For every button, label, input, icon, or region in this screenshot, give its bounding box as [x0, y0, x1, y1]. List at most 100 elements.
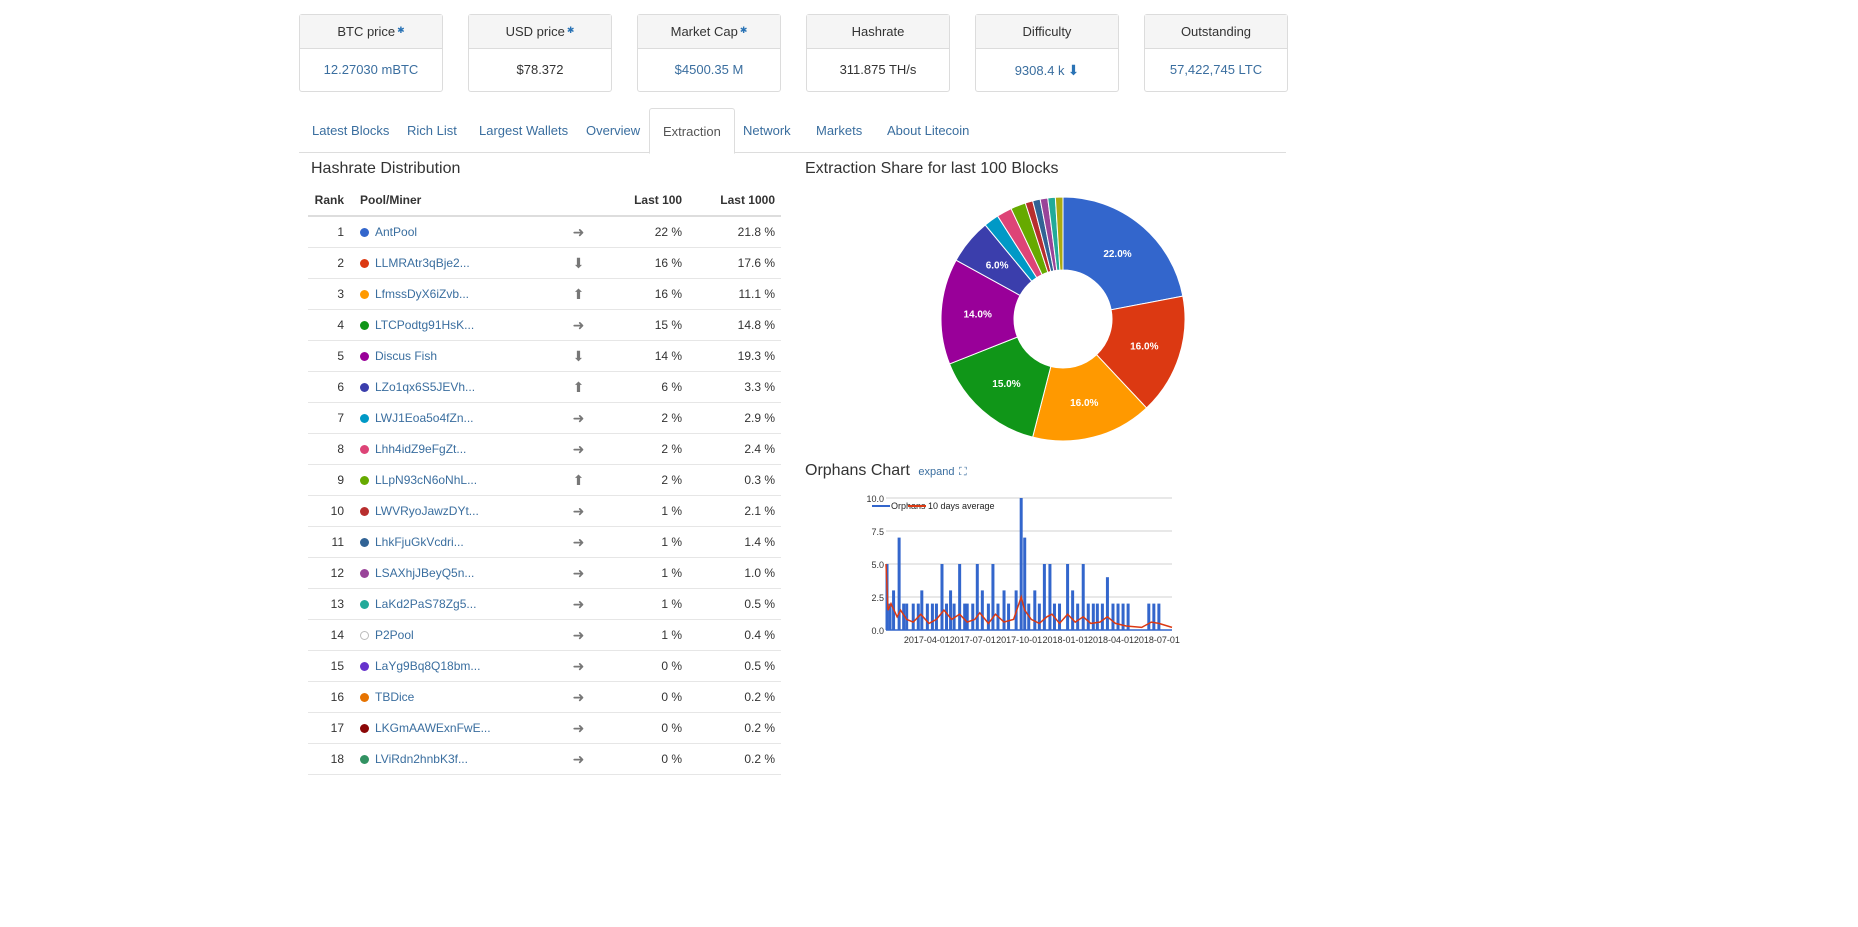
stat-card-header: Outstanding — [1145, 15, 1287, 49]
pool-name-link[interactable]: LLMRAtr3qBje2... — [375, 256, 470, 270]
trend-cell: ➜ — [552, 402, 605, 434]
stat-value[interactable]: 57,422,745 LTC — [1169, 62, 1263, 77]
expand-link[interactable]: expand — [918, 466, 955, 478]
stat-label: BTC price — [337, 24, 396, 39]
last100-cell: 1 % — [604, 588, 689, 620]
orphans-bar — [991, 564, 995, 630]
arrow-right-icon: ➜ — [572, 564, 585, 581]
stat-value-row[interactable]: 9308.4 k ⬇ — [976, 49, 1118, 91]
table-row: 15 LaYg9Bq8Q18bm... ➜ 0 % 0.5 % — [308, 650, 781, 682]
pool-name-link[interactable]: LSAXhjJBeyQ5n... — [375, 566, 475, 580]
pool-cell: LfmssDyX6iZvb... — [354, 278, 553, 310]
tab-about-litecoin[interactable]: About Litecoin — [887, 123, 970, 138]
stat-card-btc-price: BTC price ✱ 12.27030 mBTC — [299, 14, 443, 92]
donut-slice[interactable] — [1054, 196, 1064, 271]
last100-cell: 0 % — [604, 650, 689, 682]
pool-cell: P2Pool — [354, 619, 553, 651]
x-tick-label: 2017-04-01 — [904, 635, 950, 645]
pool-name-link[interactable]: LWVRyoJawzDYt... — [375, 504, 479, 518]
rank-cell: 14 — [308, 619, 354, 651]
pool-name-link[interactable]: P2Pool — [375, 628, 414, 642]
last1000-cell: 11.1 % — [688, 278, 781, 310]
orphans-bar — [945, 603, 949, 630]
arrow-up-icon: ⬆ — [572, 378, 585, 395]
rank-cell: 7 — [308, 402, 354, 434]
rank-cell: 17 — [308, 712, 354, 744]
pool-name-link[interactable]: LWJ1Eoa5o4fZn... — [375, 411, 474, 425]
last1000-cell: 0.5 % — [688, 588, 781, 620]
pool-name-link[interactable]: LTCPodtg91HsK... — [375, 318, 475, 332]
pool-name-link[interactable]: LKGmAAWExnFwE... — [375, 721, 491, 735]
arrow-right-icon: ➜ — [572, 533, 585, 550]
tab-markets[interactable]: Markets — [816, 123, 863, 138]
rank-cell: 16 — [308, 681, 354, 713]
pool-color-dot-icon — [360, 538, 369, 547]
tab-network[interactable]: Network — [743, 123, 791, 138]
pool-name-link[interactable]: Discus Fish — [375, 349, 438, 363]
donut-slice-label: 16.0% — [1070, 398, 1098, 409]
table-row: 4 LTCPodtg91HsK... ➜ 15 % 14.8 % — [308, 309, 781, 341]
orphans-bar — [934, 603, 938, 630]
last1000-cell: 1.4 % — [688, 526, 781, 558]
trend-cell: ➜ — [552, 588, 605, 620]
table-row: 1 AntPool ➜ 22 % 21.8 % — [308, 216, 781, 248]
pool-name-link[interactable]: AntPool — [375, 225, 418, 239]
trend-cell: ➜ — [552, 309, 605, 341]
orphans-bar — [1071, 590, 1075, 630]
pool-color-dot-icon — [360, 259, 369, 268]
orphans-bar — [986, 603, 990, 630]
tab-latest-blocks[interactable]: Latest Blocks — [312, 123, 390, 138]
table-row: 6 LZo1qx6S5JEVh... ⬆ 6 % 3.3 % — [308, 371, 781, 403]
pool-name-link[interactable]: LLpN93cN6oNhL... — [375, 473, 478, 487]
tab-largest-wallets[interactable]: Largest Wallets — [479, 123, 569, 138]
orphans-bar — [1126, 603, 1130, 630]
donut-slice[interactable] — [1032, 354, 1148, 442]
pool-name-link[interactable]: LZo1qx6S5JEVh... — [375, 380, 476, 394]
stat-card-header: Market Cap ✱ — [638, 15, 780, 49]
stat-value: $78.372 — [516, 62, 564, 77]
pool-name-link[interactable]: TBDice — [375, 690, 415, 704]
x-tick-label: 2018-01-01 — [1043, 635, 1089, 645]
stat-value-row[interactable]: $4500.35 M — [638, 49, 780, 91]
expand-icon[interactable]: ⛶ — [958, 466, 967, 478]
trend-cell: ➜ — [552, 433, 605, 465]
trend-cell: ➜ — [552, 526, 605, 558]
pool-name-link[interactable]: Lhh4idZ9eFgZt... — [375, 442, 467, 456]
stat-value-row[interactable]: 57,422,745 LTC — [1145, 49, 1287, 91]
trend-cell: ➜ — [552, 557, 605, 589]
pool-name-link[interactable]: LfmssDyX6iZvb... — [375, 287, 470, 301]
last1000-cell: 2.1 % — [688, 495, 781, 527]
orphans-bar — [1002, 590, 1006, 630]
y-tick-label: 0.0 — [871, 626, 884, 636]
pool-name-link[interactable]: LViRdn2hnbK3f... — [375, 752, 468, 766]
pool-name-link[interactable]: LaYg9Bq8Q18bm... — [375, 659, 481, 673]
donut-slice[interactable] — [1062, 196, 1184, 311]
pool-color-dot-icon — [360, 631, 369, 640]
stat-label: Outstanding — [1180, 24, 1252, 39]
orphans-bar — [902, 603, 906, 630]
tab-rich-list[interactable]: Rich List — [407, 123, 457, 138]
pool-cell: LaKd2PaS78Zg5... — [354, 588, 553, 620]
last100-cell: 2 % — [604, 433, 689, 465]
pool-name-link[interactable]: LhkFjuGkVcdri... — [375, 535, 464, 549]
orphans-bar — [1116, 603, 1120, 630]
last100-cell: 0 % — [604, 681, 689, 713]
stat-value[interactable]: $4500.35 M — [674, 62, 744, 77]
donut-slice[interactable] — [1095, 295, 1186, 409]
asterisk-icon: ✱ — [397, 25, 405, 35]
arrow-down-icon: ⬇ — [572, 254, 585, 271]
pool-color-dot-icon — [360, 476, 369, 485]
orphans-bar — [1091, 603, 1095, 630]
orphans-bar — [975, 564, 979, 630]
donut-slice[interactable] — [948, 336, 1052, 438]
stat-value[interactable]: 9308.4 k — [1014, 63, 1065, 78]
last100-cell: 6 % — [604, 371, 689, 403]
arrow-down-icon: ⬇ — [1067, 62, 1080, 78]
tab-overview[interactable]: Overview — [586, 123, 641, 138]
pool-name-link[interactable]: LaKd2PaS78Zg5... — [375, 597, 477, 611]
stat-value[interactable]: 12.27030 mBTC — [323, 62, 419, 77]
tab-extraction[interactable]: Extraction — [649, 108, 735, 154]
stat-value-row[interactable]: 12.27030 mBTC — [300, 49, 442, 91]
table-row: 11 LhkFjuGkVcdri... ➜ 1 % 1.4 % — [308, 526, 781, 558]
orphans-bar — [930, 603, 934, 630]
